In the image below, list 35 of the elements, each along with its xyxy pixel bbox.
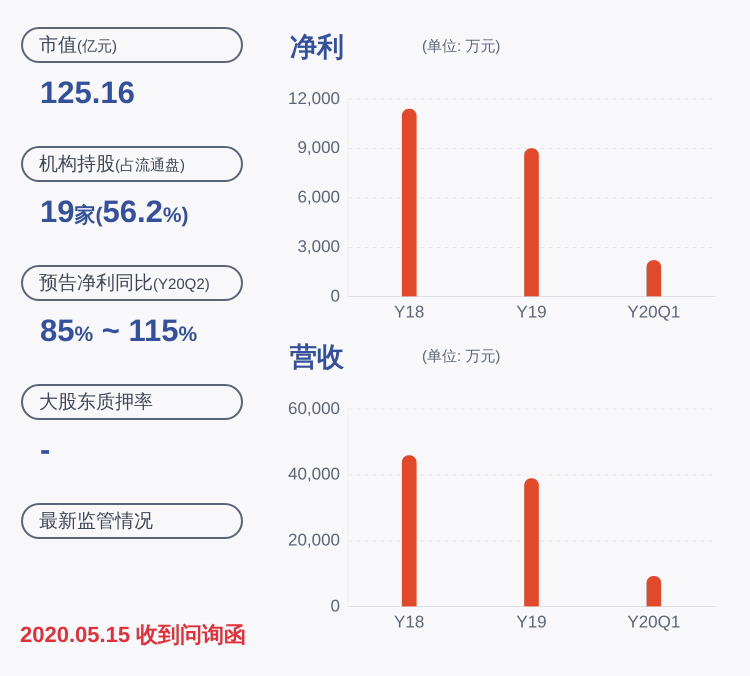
bar xyxy=(524,478,539,606)
text: 预告净利同比(Y20Q2) xyxy=(21,265,243,301)
chart-title: 营收 xyxy=(290,341,344,374)
y-tick-label: 0 xyxy=(330,596,340,616)
text: 85% ~ 115% xyxy=(40,313,198,348)
bar xyxy=(524,148,539,296)
text: 市值(亿元) xyxy=(21,27,243,63)
x-tick-label: Y19 xyxy=(516,612,547,632)
y-tick-label: 3,000 xyxy=(297,236,340,256)
bar xyxy=(646,260,662,296)
text: 2020.05.15 收到问询函 xyxy=(20,621,246,649)
text: 125.16 xyxy=(40,75,135,110)
y-tick-label: 20,000 xyxy=(288,530,340,550)
chart-title: 净利 xyxy=(290,31,344,64)
text: 最新监管情况 xyxy=(21,503,243,539)
x-tick-label: Y20Q1 xyxy=(627,612,680,632)
x-tick-label: Y19 xyxy=(516,302,547,322)
y-tick-label: 40,000 xyxy=(288,464,340,484)
bar xyxy=(646,576,662,606)
x-tick-label: Y20Q1 xyxy=(627,302,680,322)
bar xyxy=(402,455,416,606)
text: 大股东质押率 xyxy=(21,384,243,420)
y-tick-label: 9,000 xyxy=(297,138,340,158)
text: - xyxy=(40,432,50,467)
x-tick-label: Y18 xyxy=(394,302,424,322)
x-tick-label: Y18 xyxy=(394,612,424,632)
y-tick-label: 6,000 xyxy=(297,188,340,207)
bar xyxy=(402,108,416,296)
chart-subtitle: (单位: 万元) xyxy=(422,37,500,56)
chart-subtitle: (单位: 万元) xyxy=(422,347,500,366)
text: 19家(56.2%) xyxy=(40,194,188,229)
y-tick-label: 60,000 xyxy=(288,398,340,418)
y-tick-label: 12,000 xyxy=(288,88,340,108)
text: 机构持股(占流通盘) xyxy=(21,146,243,182)
y-tick-label: 0 xyxy=(330,286,340,306)
